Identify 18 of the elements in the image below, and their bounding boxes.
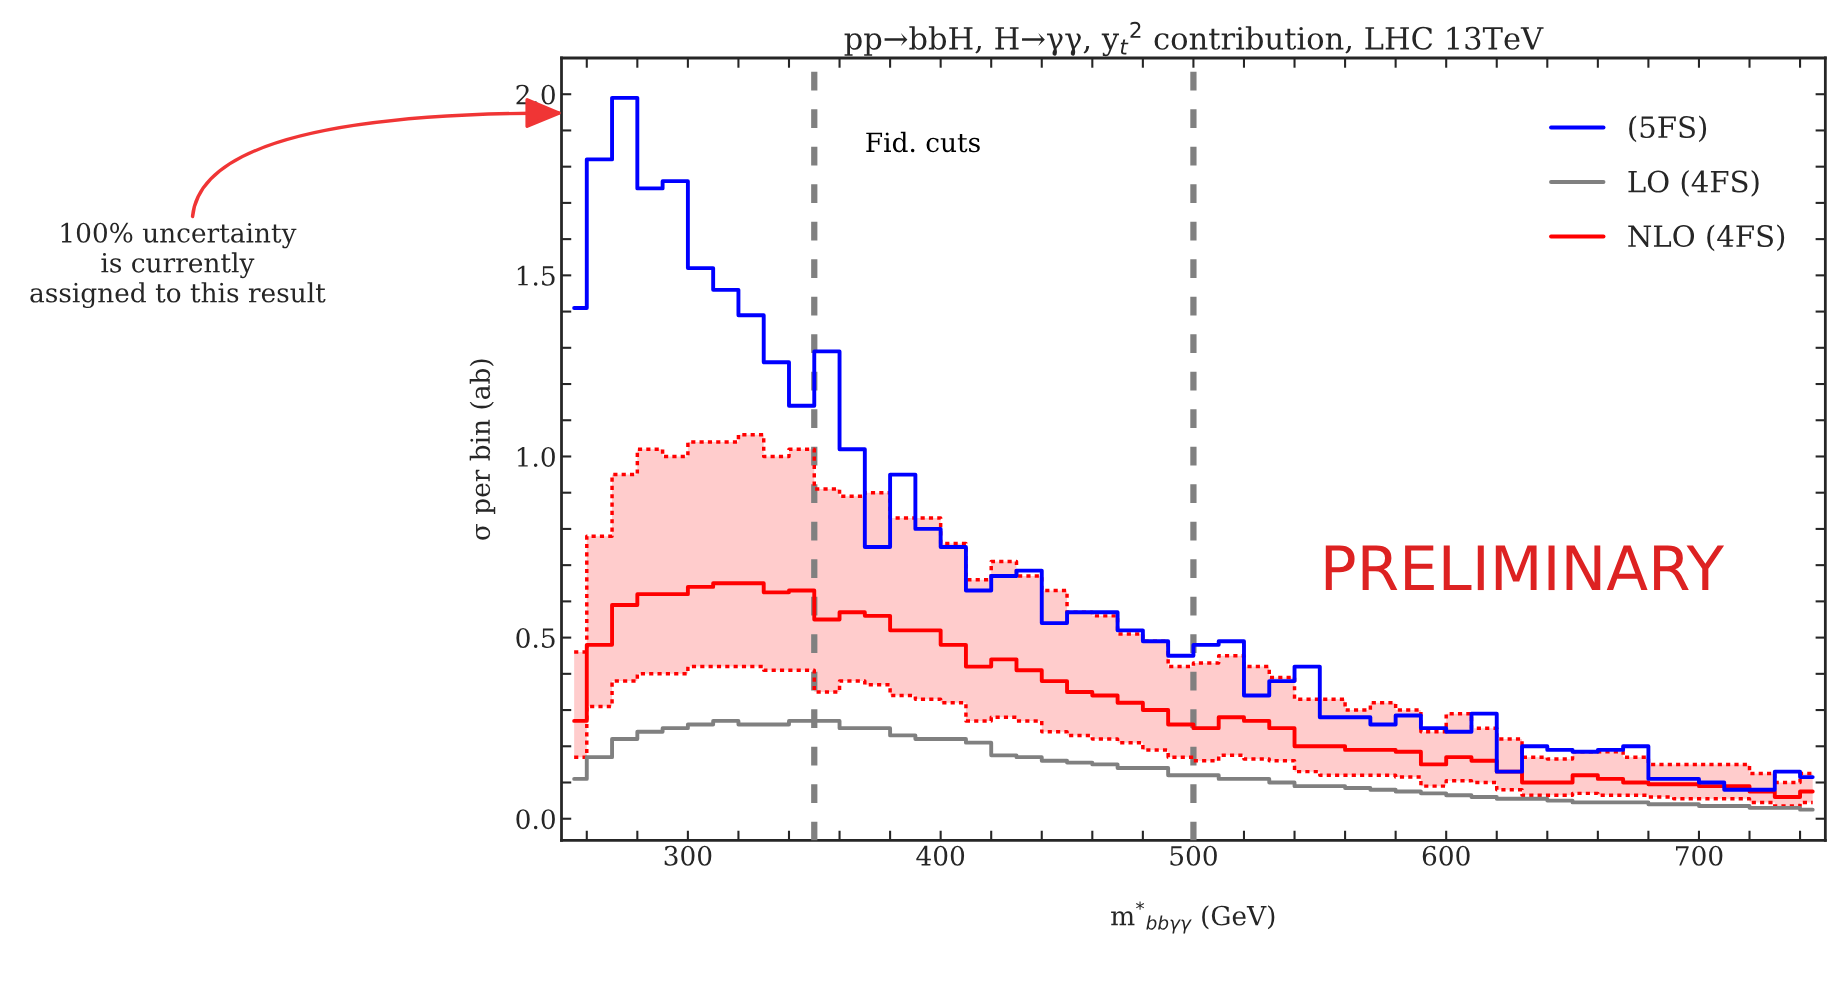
x-tick-label: 400 xyxy=(916,845,965,866)
y-tick-label: 1.5 xyxy=(517,265,555,286)
legend-label: LO (4FS) xyxy=(1628,170,1759,197)
x-tick-label: 600 xyxy=(1422,845,1470,866)
y-tick-label: 1.0 xyxy=(517,446,555,467)
y-axis-title: σ per bin (ab) xyxy=(469,359,496,540)
x-tick-label: 500 xyxy=(1170,845,1217,866)
y-tick-label: 0.0 xyxy=(516,809,555,830)
legend-label: (5FS) xyxy=(1629,115,1707,143)
chart-title: pp→bbH, H→γγ, y$_{t}$$^{2}$ contribution, LHC 13TeV xyxy=(844,21,1544,57)
text: 100% uncertainty is currently assigned to this result xyxy=(30,222,326,309)
x-tick-label: 300 xyxy=(664,845,712,866)
x-axis-title: m$^{*}$$_{bbγγ}$ (GeV) xyxy=(1111,901,1275,934)
y-tick-label: 0.5 xyxy=(516,628,555,648)
annotation: PRELIMINARY xyxy=(1325,545,1725,591)
legend-label: NLO (4FS) xyxy=(1628,224,1785,252)
annotation: Fid. cuts xyxy=(866,131,980,153)
x-tick-label: 700 xyxy=(1675,845,1723,866)
